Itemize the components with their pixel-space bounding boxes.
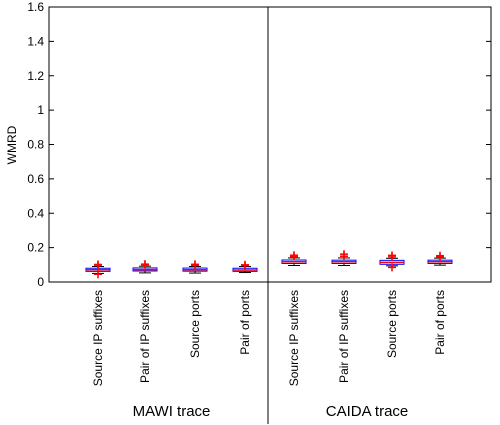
y-tick-label: 0 xyxy=(37,275,44,289)
category-labels: Source IP suffixes Pair of IP suffixes Sou… xyxy=(91,290,447,386)
category-label: Pair of ports xyxy=(433,290,447,355)
group-labels: MAWI trace CAIDA trace xyxy=(133,403,409,420)
y-tick-label: 0.4 xyxy=(27,206,44,220)
y-tick-label: 0.2 xyxy=(27,241,44,255)
y-tick-label: 1 xyxy=(37,103,44,117)
group-label: CAIDA trace xyxy=(326,403,409,420)
plot-area xyxy=(48,6,492,424)
y-tick-label: 1.2 xyxy=(27,69,44,83)
y-axis: 0 0.2 0.4 0.6 0.8 1 1.2 1.4 1.6 xyxy=(27,0,491,289)
category-label: Source ports xyxy=(188,290,202,358)
plot-frame xyxy=(48,6,492,283)
group-label: MAWI trace xyxy=(133,403,211,420)
y-tick-label: 0.6 xyxy=(27,172,44,186)
category-label: Source IP suffixes xyxy=(287,290,301,386)
category-label: Pair of IP suffixes xyxy=(138,290,152,383)
category-label: Source IP suffixes xyxy=(91,290,105,386)
category-label: Pair of ports xyxy=(238,290,252,355)
y-tick-label: 1.4 xyxy=(27,34,44,48)
y-tick-label: 1.6 xyxy=(27,0,44,14)
y-tick-label: 0.8 xyxy=(27,138,44,152)
category-label: Pair of IP suffixes xyxy=(337,290,351,383)
y-axis-label: WMRD xyxy=(5,125,19,164)
category-label: Source ports xyxy=(385,290,399,358)
